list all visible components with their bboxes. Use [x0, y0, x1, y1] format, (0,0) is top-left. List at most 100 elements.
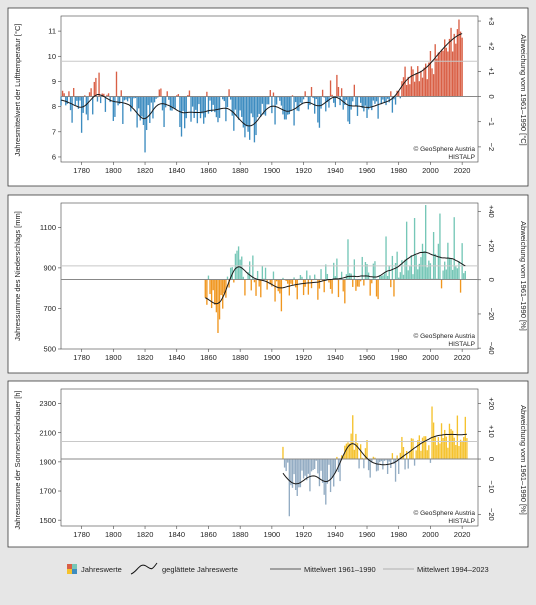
- bar-1952: [353, 449, 355, 459]
- bar-1974: [388, 265, 390, 280]
- bar-1941: [336, 74, 338, 97]
- bar-1950: [350, 96, 352, 110]
- bar-1890: [255, 96, 257, 136]
- bar-1777: [76, 96, 78, 101]
- bar-1893: [260, 96, 262, 117]
- bar-1951: [352, 96, 354, 102]
- y-right-tick-label-5: +3: [487, 17, 496, 26]
- bar-1864: [214, 96, 216, 113]
- bar-1781: [82, 96, 84, 113]
- bar-1805: [120, 90, 122, 97]
- bar-1964: [372, 263, 375, 280]
- chart-panel-precipitation: 1780 1800 1820 1840 1860 1880 1900 1920 1940 1960…: [7, 194, 529, 374]
- bar-1768: [61, 90, 64, 97]
- bar-1985: [405, 221, 408, 280]
- bar-1822: [147, 96, 149, 106]
- bar-1877: [234, 253, 237, 280]
- bar-1905: [279, 96, 281, 101]
- bar-2009: [444, 261, 446, 280]
- bar-1883: [244, 279, 246, 296]
- bar-1978: [394, 96, 397, 105]
- legend-smoothed-line-icon: [130, 562, 158, 575]
- y-left-tick-label-900: 900: [43, 263, 56, 272]
- bar-1973: [386, 276, 389, 280]
- bar-1861: [209, 96, 211, 101]
- bar-1809: [126, 96, 129, 102]
- bar-1965: [374, 261, 376, 280]
- bar-1769: [63, 93, 65, 97]
- bar-1996: [423, 436, 425, 459]
- bar-1933: [323, 96, 325, 98]
- bar-1930: [318, 458, 321, 487]
- bar-1966: [375, 279, 378, 297]
- x-tick-label-1900: 1900: [264, 530, 281, 539]
- bar-1925: [310, 458, 313, 472]
- bar-1783: [85, 96, 88, 115]
- x-tick-label-1880: 1880: [232, 166, 249, 175]
- bar-2000: [429, 50, 432, 97]
- bar-1787: [92, 96, 94, 115]
- bar-1967: [377, 458, 379, 471]
- bar-1962: [369, 458, 371, 478]
- x-tick-label-1800: 1800: [105, 530, 122, 539]
- bar-1899: [269, 279, 271, 285]
- bar-1974: [388, 458, 390, 462]
- watermark-line1: © GeoSphere Austria: [413, 145, 475, 153]
- bar-2011: [447, 242, 449, 280]
- bar-1951: [352, 279, 354, 287]
- bar-1946: [344, 96, 346, 105]
- x-tick-label-1920: 1920: [295, 166, 312, 175]
- bar-2016: [455, 43, 457, 97]
- bar-1850: [191, 96, 194, 107]
- bar-1986: [407, 458, 409, 469]
- bar-2010: [445, 47, 447, 97]
- y-left-tick-label-10: 10: [48, 52, 56, 61]
- bar-1839: [174, 96, 176, 110]
- y-left-tick-label-2100: 2100: [39, 428, 56, 437]
- bar-1905: [279, 279, 281, 294]
- bar-1917: [298, 96, 300, 112]
- bar-1977: [393, 96, 395, 100]
- bar-1944: [340, 88, 343, 97]
- bar-1928: [315, 458, 317, 461]
- y-left-tick-label-9: 9: [52, 77, 56, 86]
- bar-2001: [431, 406, 433, 459]
- bar-1918: [299, 458, 302, 488]
- bar-1826: [153, 96, 156, 103]
- bar-1790: [96, 96, 99, 102]
- x-tick-label-1960: 1960: [359, 353, 376, 362]
- bar-2006: [439, 52, 441, 97]
- legend-mean-9423-label: Mittelwert 1994–2023: [417, 565, 489, 574]
- bar-1913: [291, 458, 294, 488]
- bar-1807: [123, 96, 126, 101]
- bar-1964: [372, 456, 375, 459]
- bar-1858: [204, 279, 206, 298]
- bar-1813: [133, 96, 135, 99]
- bar-1914: [293, 277, 295, 280]
- bar-1844: [182, 96, 184, 111]
- x-tick-label-1900: 1900: [264, 353, 281, 362]
- bar-1975: [390, 91, 392, 97]
- bar-1940: [334, 276, 336, 280]
- bar-2006: [439, 213, 441, 280]
- bar-1832: [163, 96, 165, 128]
- x-tick-label-1780: 1780: [73, 353, 90, 362]
- bar-1779: [79, 96, 81, 101]
- bar-1985: [405, 84, 408, 97]
- bar-1827: [155, 96, 157, 99]
- watermark-line1: © GeoSphere Austria: [413, 332, 475, 340]
- bar-1993: [418, 263, 421, 280]
- bar-1778: [77, 96, 80, 109]
- bar-1909: [285, 458, 287, 472]
- bar-1858: [204, 96, 206, 118]
- bar-1919: [301, 276, 303, 280]
- bar-1994: [420, 450, 422, 459]
- bar-1888: [252, 255, 254, 280]
- bar-2017: [456, 29, 459, 97]
- bar-1941: [336, 456, 338, 459]
- bar-1972: [385, 236, 387, 280]
- bar-1913: [291, 279, 294, 285]
- bar-1830: [160, 88, 162, 97]
- bar-1948: [347, 96, 349, 122]
- bar-1966: [375, 96, 378, 102]
